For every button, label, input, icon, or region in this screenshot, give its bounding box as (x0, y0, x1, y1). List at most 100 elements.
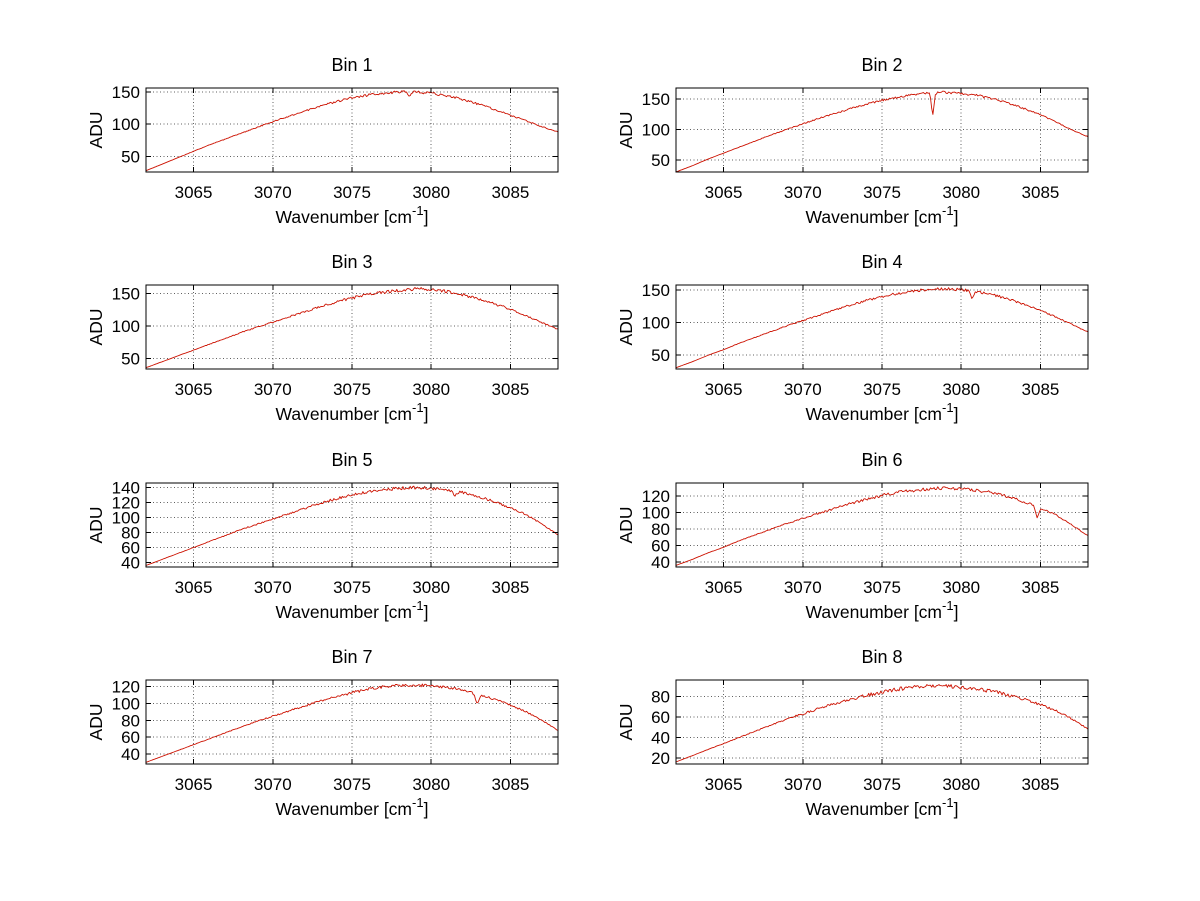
x-tick-label: 3065 (705, 183, 743, 202)
x-axis-label: Wavenumber [cm-1] (806, 203, 959, 227)
y-tick-label: 50 (651, 151, 670, 170)
y-axis-label: ADU (616, 112, 636, 149)
x-axis-label: Wavenumber [cm-1] (806, 795, 959, 819)
y-tick-label: 100 (112, 115, 140, 134)
x-tick-label: 3065 (705, 380, 743, 399)
y-tick-label: 100 (112, 695, 140, 714)
x-axis-label: Wavenumber [cm-1] (276, 400, 429, 424)
y-tick-label: 80 (651, 687, 670, 706)
y-tick-label: 80 (651, 520, 670, 539)
x-tick-label: 3065 (705, 775, 743, 794)
subplot-bin-1: 3065 3070 3075 3080 3085 50 100 150 Bin 1 ADU Wave… (86, 55, 559, 227)
subplot-title: Bin 4 (861, 252, 902, 272)
spectrum-line (145, 485, 559, 566)
y-tick-label: 40 (121, 745, 140, 764)
subplot-title: Bin 3 (331, 252, 372, 272)
x-tick-label: 3085 (1022, 183, 1060, 202)
x-tick-label: 3085 (492, 775, 530, 794)
y-tick-label: 20 (651, 749, 670, 768)
x-tick-label: 3080 (412, 183, 450, 202)
y-axis-label: ADU (86, 112, 106, 149)
x-tick-label: 3085 (1022, 578, 1060, 597)
x-tick-label: 3080 (942, 775, 980, 794)
spectrum-line (675, 684, 1089, 763)
y-tick-label: 150 (642, 281, 670, 300)
x-axis-label: Wavenumber [cm-1] (276, 203, 429, 227)
x-tick-label: 3070 (254, 183, 292, 202)
y-tick-label: 100 (642, 120, 670, 139)
y-axis-label: ADU (616, 309, 636, 346)
y-axis-label: ADU (86, 309, 106, 346)
y-tick-label: 100 (112, 317, 140, 336)
x-tick-label: 3065 (705, 578, 743, 597)
subplot-title: Bin 1 (331, 55, 372, 75)
y-tick-label: 40 (651, 728, 670, 747)
x-tick-label: 3085 (492, 578, 530, 597)
x-tick-label: 3080 (412, 775, 450, 794)
x-tick-label: 3070 (784, 380, 822, 399)
subplot-title: Bin 2 (861, 55, 902, 75)
y-axis-label: ADU (86, 507, 106, 544)
y-axis-label: ADU (616, 704, 636, 741)
y-tick-label: 80 (121, 524, 140, 543)
y-tick-label: 60 (651, 537, 670, 556)
y-tick-label: 60 (121, 539, 140, 558)
subplot-title: Bin 5 (331, 450, 372, 470)
x-tick-label: 3065 (175, 380, 213, 399)
x-tick-label: 3080 (942, 380, 980, 399)
x-tick-label: 3075 (333, 578, 371, 597)
x-tick-label: 3075 (863, 775, 901, 794)
y-tick-label: 140 (112, 479, 140, 498)
y-tick-label: 60 (651, 708, 670, 727)
y-tick-label: 100 (642, 504, 670, 523)
x-tick-label: 3080 (942, 183, 980, 202)
x-tick-label: 3070 (254, 578, 292, 597)
y-axis-label: ADU (616, 507, 636, 544)
y-tick-label: 100 (112, 509, 140, 528)
spectrum-line (145, 90, 559, 172)
x-tick-label: 3075 (333, 775, 371, 794)
x-tick-label: 3070 (784, 578, 822, 597)
x-tick-label: 3085 (492, 380, 530, 399)
x-tick-label: 3075 (333, 380, 371, 399)
x-tick-label: 3080 (942, 578, 980, 597)
spectrum-line (145, 683, 559, 763)
y-tick-label: 120 (642, 487, 670, 506)
x-tick-label: 3070 (784, 775, 822, 794)
y-tick-label: 150 (112, 83, 140, 102)
x-tick-label: 3085 (492, 183, 530, 202)
y-tick-label: 120 (112, 678, 140, 697)
subplot-title: Bin 8 (861, 647, 902, 667)
y-tick-label: 150 (642, 90, 670, 109)
x-tick-label: 3070 (254, 775, 292, 794)
y-tick-label: 50 (121, 350, 140, 369)
x-tick-label: 3080 (412, 578, 450, 597)
y-tick-label: 120 (112, 494, 140, 513)
subplot-bin-3: 3065 3070 3075 3080 3085 50 100 150 Bin 3 ADU Wave… (86, 252, 559, 424)
x-tick-label: 3065 (175, 775, 213, 794)
x-tick-label: 3070 (254, 380, 292, 399)
x-axis-label: Wavenumber [cm-1] (806, 598, 959, 622)
y-tick-label: 150 (112, 284, 140, 303)
subplot-bin-4: 3065 3070 3075 3080 3085 50 100 150 Bin 4 ADU Wave… (616, 252, 1089, 424)
spectrum-line (675, 90, 1089, 173)
x-tick-label: 3075 (863, 380, 901, 399)
x-tick-label: 3085 (1022, 775, 1060, 794)
spectrum-line (675, 486, 1089, 566)
x-axis-label: Wavenumber [cm-1] (276, 598, 429, 622)
x-axis-label: Wavenumber [cm-1] (276, 795, 429, 819)
x-axis-label: Wavenumber [cm-1] (806, 400, 959, 424)
y-tick-label: 40 (121, 554, 140, 573)
x-tick-label: 3065 (175, 183, 213, 202)
x-tick-label: 3075 (333, 183, 371, 202)
subplot-bin-2: 3065 3070 3075 3080 3085 50 100 150 Bin 2 ADU Wave… (616, 55, 1089, 227)
x-tick-label: 3065 (175, 578, 213, 597)
x-tick-label: 3075 (863, 578, 901, 597)
x-tick-label: 3070 (784, 183, 822, 202)
spectrum-line (145, 287, 558, 369)
x-tick-label: 3085 (1022, 380, 1060, 399)
y-tick-label: 50 (651, 346, 670, 365)
